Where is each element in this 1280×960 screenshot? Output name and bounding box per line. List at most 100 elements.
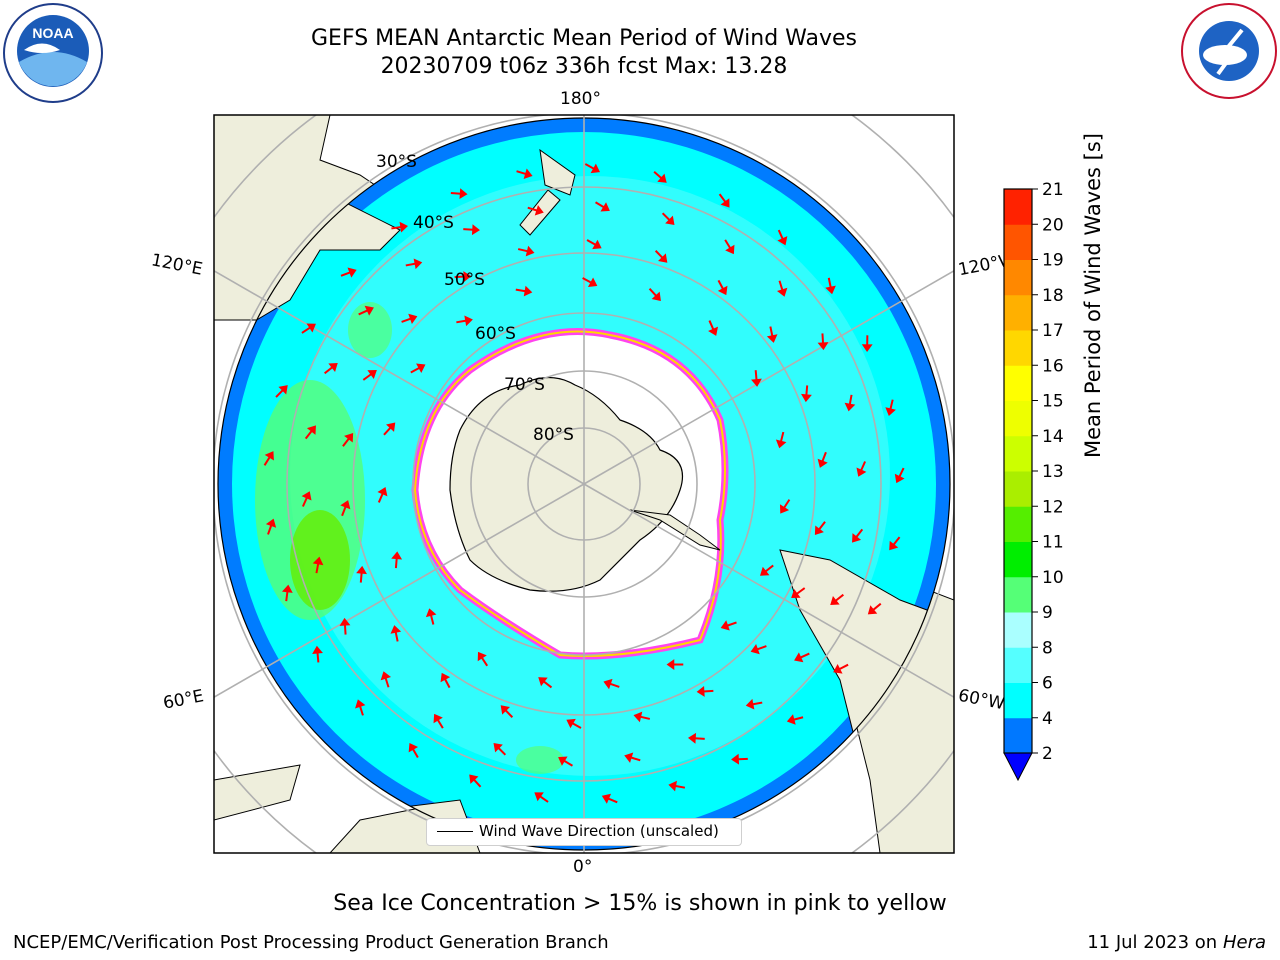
wind-arrow <box>586 239 602 250</box>
wind-arrow <box>745 698 763 710</box>
colorbar-segment <box>1004 435 1032 472</box>
colorbar-segment <box>1004 224 1032 260</box>
colorbar-segment <box>1004 471 1032 507</box>
wind-arrow <box>696 686 714 697</box>
wind-arrow <box>708 320 719 336</box>
wind-arrow <box>885 399 896 416</box>
colorbar-segment <box>1004 506 1032 542</box>
wind-arrow <box>825 277 836 295</box>
colorbar-segment <box>1004 717 1032 754</box>
wind-arrow <box>340 500 351 517</box>
wind-arrow <box>731 753 748 765</box>
colorbar-label: Mean Period of Wind Waves [s] <box>1081 133 1105 458</box>
wind-arrow <box>477 651 489 667</box>
wind-arrow <box>867 602 882 615</box>
map-legend: Wind Wave Direction (unscaled) <box>426 818 742 846</box>
wind-arrow <box>440 672 451 689</box>
colorbar-tick-label: 10 <box>1042 568 1064 588</box>
wind-arrow <box>463 224 480 236</box>
wind-arrow <box>377 487 388 503</box>
wind-arrow <box>263 451 274 466</box>
wind-arrow <box>566 718 582 729</box>
wind-arrow <box>582 277 598 288</box>
wind-arrow <box>861 335 873 353</box>
wind-arrow <box>500 705 514 718</box>
wind-arrow <box>493 743 507 756</box>
colorbar-tick-label: 2 <box>1042 744 1053 764</box>
wind-arrow <box>633 711 651 723</box>
lat-label-70s: 70°S <box>504 375 545 395</box>
wind-arrow <box>380 671 391 688</box>
wind-arrow <box>791 587 806 598</box>
colorbar-tick-label: 13 <box>1042 462 1064 482</box>
colorbar-segment <box>1004 541 1032 578</box>
wind-arrow <box>383 422 396 436</box>
colorbar-tick-label: 17 <box>1042 321 1064 341</box>
footer-date-text: 11 Jul 2023 on <box>1087 932 1223 953</box>
colorbar-tick-label: 18 <box>1042 286 1064 306</box>
wind-arrow <box>301 323 316 334</box>
wind-arrow <box>538 677 553 689</box>
wind-arrow <box>750 643 767 655</box>
wind-arrow <box>312 645 323 663</box>
wind-arrow <box>401 313 418 325</box>
colorbar-tick-label: 4 <box>1042 709 1053 729</box>
svg-text:NOAA: NOAA <box>32 25 73 41</box>
colorbar-tick-label: 12 <box>1042 497 1064 517</box>
wind-arrow <box>527 205 544 216</box>
wind-arrow <box>894 467 905 484</box>
wind-arrow <box>356 565 367 583</box>
wind-arrow <box>624 752 641 763</box>
wind-arrow <box>852 528 864 543</box>
wind-arrow <box>558 756 573 767</box>
wind-arrow <box>408 743 419 758</box>
wind-arrow <box>717 279 728 296</box>
lat-label-30s: 30°S <box>376 152 417 172</box>
sea-ice-note: Sea Ice Concentration > 15% is shown in … <box>333 891 947 916</box>
wind-arrow <box>777 229 788 246</box>
colorbar-segment <box>1004 294 1032 331</box>
colorbar-segment <box>1004 576 1032 613</box>
legend-line-sample <box>437 831 473 832</box>
lat-label-50s: 50°S <box>444 270 485 290</box>
nws-logo <box>1181 3 1277 99</box>
wind-arrow <box>410 363 426 374</box>
wind-arrow <box>342 433 354 447</box>
wind-arrow <box>517 245 535 257</box>
colorbar-tick-label: 11 <box>1042 533 1064 553</box>
wind-arrow <box>766 326 778 343</box>
wind-arrow <box>794 652 810 663</box>
wind-arrow <box>779 499 791 514</box>
colorbar: 2 4 6 8 9 10 11 12 13 14 15 16 17 18 19 20 21 <box>1003 180 1064 782</box>
wind-arrow <box>358 305 374 316</box>
legend-label: Wind Wave Direction (unscaled) <box>479 822 719 840</box>
colorbar-segment <box>1004 682 1032 719</box>
colorbar-segment <box>1004 189 1032 225</box>
wind-arrow <box>515 285 533 297</box>
wind-arrow <box>817 451 828 468</box>
wind-arrow <box>603 678 620 690</box>
wind-arrow <box>456 315 473 327</box>
wind-arrow <box>405 258 423 270</box>
colorbar-segment <box>1004 259 1032 296</box>
colorbar-segment <box>1004 400 1032 437</box>
colorbar-tick-label: 8 <box>1042 638 1053 658</box>
colorbar-tick-label: 9 <box>1042 603 1053 623</box>
wind-arrow <box>301 491 312 507</box>
wind-arrow <box>648 288 661 301</box>
wind-arrow <box>469 774 482 788</box>
wind-arrow <box>390 625 402 642</box>
wind-arrow <box>653 171 667 183</box>
wind-arrow <box>844 394 856 412</box>
wind-arrow <box>814 521 826 535</box>
lon-label-0: 0° <box>573 857 593 877</box>
wind-arrow <box>833 663 849 674</box>
wind-arrow <box>668 780 686 792</box>
wind-arrow <box>281 584 293 602</box>
wind-arrow <box>786 714 804 725</box>
wind-arrow <box>666 659 684 670</box>
wind-arrow <box>889 536 901 551</box>
wind-arrow <box>584 163 601 174</box>
wind-arrow <box>450 188 468 200</box>
